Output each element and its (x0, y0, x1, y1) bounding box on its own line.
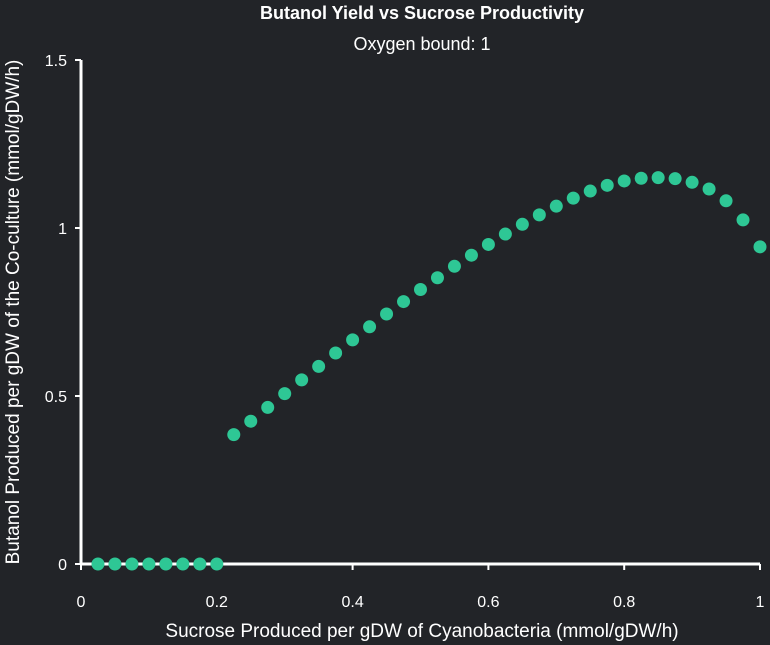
data-point (583, 184, 597, 198)
data-point (464, 248, 478, 262)
data-points (91, 171, 767, 571)
data-point (91, 557, 105, 571)
data-point (702, 182, 716, 196)
y-tick-label: 1 (58, 221, 67, 238)
data-point (363, 320, 377, 334)
y-ticks: 0 0.5 1 1.5 (45, 53, 81, 574)
data-point (498, 227, 512, 241)
data-point (159, 557, 173, 571)
data-point (193, 557, 207, 571)
chart-title: Butanol Yield vs Sucrose Productivity (260, 3, 584, 23)
data-point (430, 271, 444, 285)
data-point (532, 208, 546, 222)
x-axis-label: Sucrose Produced per gDW of Cyanobacteri… (165, 621, 678, 642)
data-point (176, 557, 190, 571)
y-tick-label: 0 (58, 557, 67, 574)
data-point (142, 557, 156, 571)
data-point (295, 373, 309, 387)
data-point (600, 178, 614, 192)
y-tick-label: 1.5 (45, 53, 67, 70)
data-point (346, 333, 360, 347)
y-axis-label: Butanol Produced per gDW of the Co-cultu… (3, 60, 24, 565)
data-point (736, 213, 750, 227)
data-point (380, 307, 394, 321)
data-point (125, 557, 139, 571)
data-point (414, 282, 427, 296)
data-point (244, 414, 258, 428)
x-tick-label: 0.2 (206, 594, 228, 611)
data-point (329, 346, 343, 360)
data-point (617, 174, 631, 188)
x-tick-label: 1 (756, 594, 765, 611)
data-point (397, 295, 411, 309)
y-tick-label: 0.5 (45, 389, 67, 406)
data-point (651, 171, 665, 185)
data-point (108, 557, 122, 571)
data-point (227, 428, 241, 442)
data-point (312, 359, 326, 373)
chart-subtitle: Oxygen bound: 1 (353, 34, 490, 54)
data-point (447, 259, 461, 273)
axes (79, 60, 760, 566)
data-point (668, 172, 682, 186)
x-tick-label: 0.4 (341, 594, 363, 611)
data-point (753, 240, 767, 254)
x-tick-label: 0.8 (613, 594, 635, 611)
data-point (549, 199, 563, 213)
data-point (515, 217, 529, 231)
data-point (481, 237, 495, 251)
x-tick-label: 0 (77, 594, 86, 611)
data-point (685, 175, 699, 189)
data-point (719, 194, 733, 208)
data-point (210, 557, 224, 571)
x-tick-label: 0.6 (477, 594, 499, 611)
data-point (566, 191, 580, 205)
data-point (634, 171, 648, 185)
data-point (261, 400, 275, 414)
data-point (278, 387, 292, 401)
x-ticks: 0 0.2 0.4 0.6 0.8 1 (77, 564, 765, 611)
